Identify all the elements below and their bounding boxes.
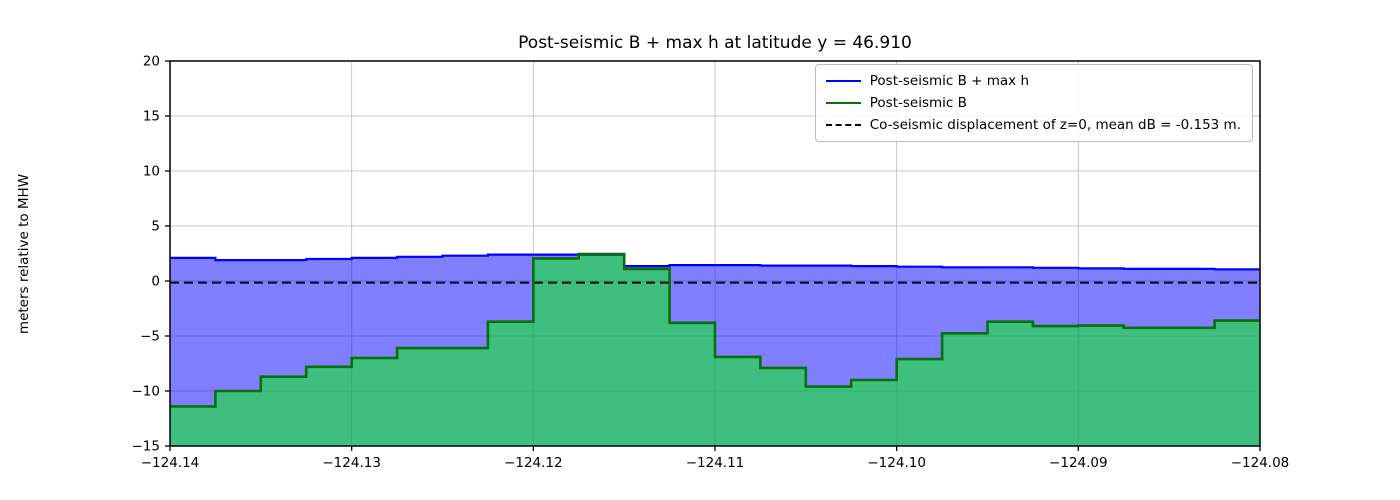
legend-swatch-dashed-line — [825, 124, 861, 126]
y-tick-label: −10 — [132, 384, 161, 400]
chart-title: Post-seismic B + max h at latitude y = 4… — [518, 33, 912, 53]
legend-swatch-green-line — [825, 102, 861, 104]
y-tick-label: 15 — [143, 109, 160, 125]
x-tick-label: −124.14 — [141, 455, 200, 471]
y-tick-label: 5 — [151, 219, 160, 235]
legend-label: Post-seismic B + max h — [869, 73, 1030, 89]
y-tick-label: 0 — [151, 274, 160, 290]
y-tick-label: 20 — [143, 54, 160, 70]
legend-label: Post-seismic B — [869, 95, 967, 111]
blue-line-post-seismic-b-plus-max-h — [170, 253, 1260, 271]
x-tick-label: −124.10 — [867, 455, 926, 471]
legend: Post-seismic B + max h Post-seismic B Co… — [814, 64, 1253, 142]
y-tick-label: −15 — [132, 439, 161, 455]
legend-item-blue: Post-seismic B + max h — [825, 72, 1241, 90]
legend-item-dashed: Co-seismic displacement of z=0, mean dB … — [825, 116, 1241, 134]
y-tick-label: 10 — [143, 164, 160, 180]
green-line-post-seismic-b — [170, 252, 1260, 408]
x-tick-label: −124.13 — [322, 455, 381, 471]
x-tick-label: −124.11 — [686, 455, 745, 471]
x-tick-label: −124.12 — [504, 455, 563, 471]
legend-label: Co-seismic displacement of z=0, mean dB … — [869, 117, 1241, 133]
x-tick-label: −124.09 — [1049, 455, 1108, 471]
y-axis-label: meters relative to MHW — [16, 173, 32, 335]
y-tick-label: −5 — [140, 329, 160, 345]
x-tick-label: −124.08 — [1231, 455, 1290, 471]
legend-item-green: Post-seismic B — [825, 94, 1241, 112]
legend-swatch-blue-line — [825, 80, 861, 82]
